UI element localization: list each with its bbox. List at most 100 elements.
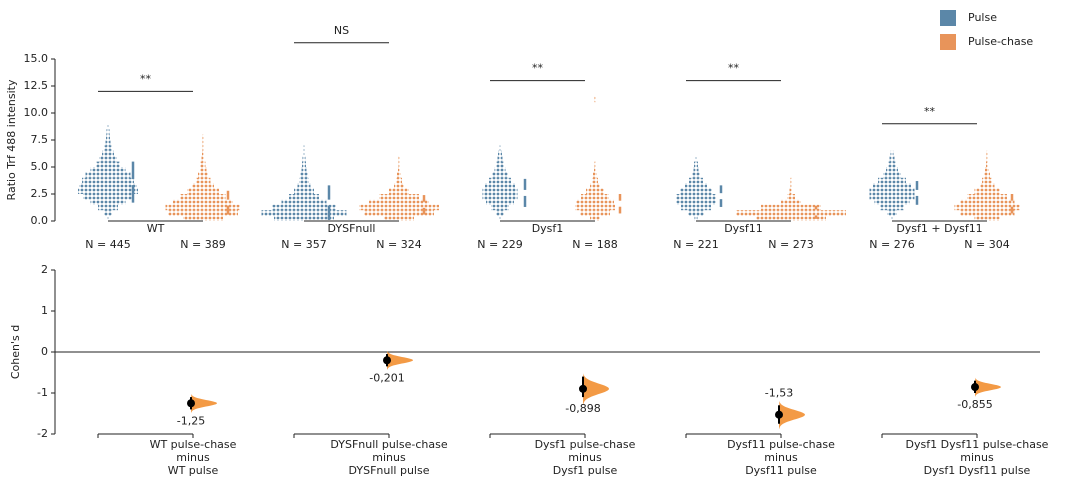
y-tick-label: 0.0 [31, 214, 49, 227]
swarm-bin [294, 188, 314, 194]
swarm-bin [261, 210, 347, 216]
swarm-bin [967, 194, 1007, 200]
swarm-bin [107, 107, 109, 113]
contrast-label: minus [568, 451, 602, 464]
swarm-bin [199, 167, 207, 173]
swarm-bin [106, 129, 110, 135]
contrast-label: WT pulse-chase [150, 438, 237, 451]
swarm-bin [303, 123, 305, 130]
swarm-bin [106, 134, 110, 140]
significance-label: ** [728, 62, 740, 75]
group-label: DYSFnull [328, 222, 376, 235]
swarm-bin [581, 194, 609, 200]
y-tick-label: 5.0 [31, 160, 49, 173]
swarm-bin [496, 161, 504, 167]
swarm-bin [681, 204, 711, 211]
y-tick-label: 10.0 [24, 106, 49, 119]
swarm-bin [187, 188, 219, 194]
swarm-bin [695, 145, 697, 151]
n-label: N = 445 [85, 238, 130, 251]
swarm-bin [586, 188, 604, 194]
legend-label: Pulse [968, 11, 997, 24]
significance-label: ** [924, 105, 936, 118]
swarm-bin [396, 177, 402, 184]
bootstrap-distribution [583, 373, 609, 405]
contrast-label: minus [960, 451, 994, 464]
swarm-bin [886, 167, 898, 173]
swarm-bin [986, 156, 988, 162]
swarm-bin [78, 188, 138, 194]
swarm-bin [398, 161, 400, 167]
swarm-bin [485, 183, 515, 189]
swarm-bin [303, 107, 305, 113]
group-label: Dysf11 [724, 222, 763, 235]
swarm-bin [302, 156, 306, 162]
effect-size-label: -0,201 [369, 371, 404, 384]
swarm-bin [761, 204, 821, 211]
swarm-bin [364, 210, 434, 216]
y-tick-label: 7.5 [31, 133, 49, 146]
swarm-bin [680, 188, 712, 194]
swarm-bin [299, 177, 309, 184]
contrast-label: WT pulse [168, 464, 219, 477]
n-label: N = 324 [376, 238, 421, 251]
swarm-bin [790, 183, 792, 189]
swarm-bin [575, 204, 615, 211]
swarm-bin [691, 172, 701, 178]
swarm-bin [580, 210, 610, 216]
swarm-bin [499, 145, 501, 151]
swarm-bin [198, 172, 208, 178]
n-label: N = 188 [572, 238, 617, 251]
swarm-bin [594, 161, 596, 167]
n-label: N = 276 [869, 238, 914, 251]
n-label: N = 221 [673, 238, 718, 251]
y-tick-label: -2 [37, 427, 48, 440]
swarm-bin [869, 188, 915, 194]
swarm-bin [985, 167, 989, 173]
n-label: N = 273 [768, 238, 813, 251]
swarm-bin [874, 199, 910, 205]
swarm-bin [695, 134, 697, 140]
swarm-bin [180, 194, 226, 200]
swarm-bin [592, 177, 598, 184]
swarm-bin [289, 194, 319, 200]
swarm-bin [986, 150, 988, 157]
swarm-bin [303, 129, 305, 135]
contrast-label: Dysf1 Dysf11 pulse-chase [906, 438, 1049, 451]
swarm-bin [394, 183, 404, 189]
swarm-bin [496, 210, 504, 216]
swarm-bin [497, 156, 503, 162]
contrast-label: minus [372, 451, 406, 464]
swarm-bin [202, 134, 204, 140]
swarm-bin [576, 199, 614, 205]
swarm-bin [890, 150, 894, 157]
swarm-bin [303, 150, 305, 157]
significance-label: NS [334, 24, 349, 37]
contrast-label: minus [764, 451, 798, 464]
swarm-bin [486, 199, 514, 205]
swarm-bin [398, 167, 400, 173]
n-label: N = 389 [180, 238, 225, 251]
swarm-bin [79, 183, 137, 189]
swarm-bin [954, 204, 1020, 211]
swarm-bin [107, 215, 109, 221]
effect-size [383, 356, 391, 365]
swarm-bin [685, 183, 707, 189]
effect-size-label: -0,898 [565, 402, 600, 415]
swarm-bin [281, 199, 327, 205]
swarm-bin [498, 150, 502, 157]
swarm-bin [384, 215, 414, 221]
swarm-bin [302, 161, 306, 167]
legend-swatch [940, 34, 956, 50]
swarm-bin [594, 167, 596, 173]
n-label: N = 357 [281, 238, 326, 251]
y-tick-label: 2 [41, 263, 48, 276]
swarm-bin [303, 140, 305, 146]
swarm-bin [195, 177, 211, 184]
significance-label: ** [532, 62, 544, 75]
swarm-bin [869, 194, 915, 200]
swarm-bin [303, 134, 305, 140]
swarm-bin [594, 96, 596, 103]
contrast-label: minus [176, 451, 210, 464]
